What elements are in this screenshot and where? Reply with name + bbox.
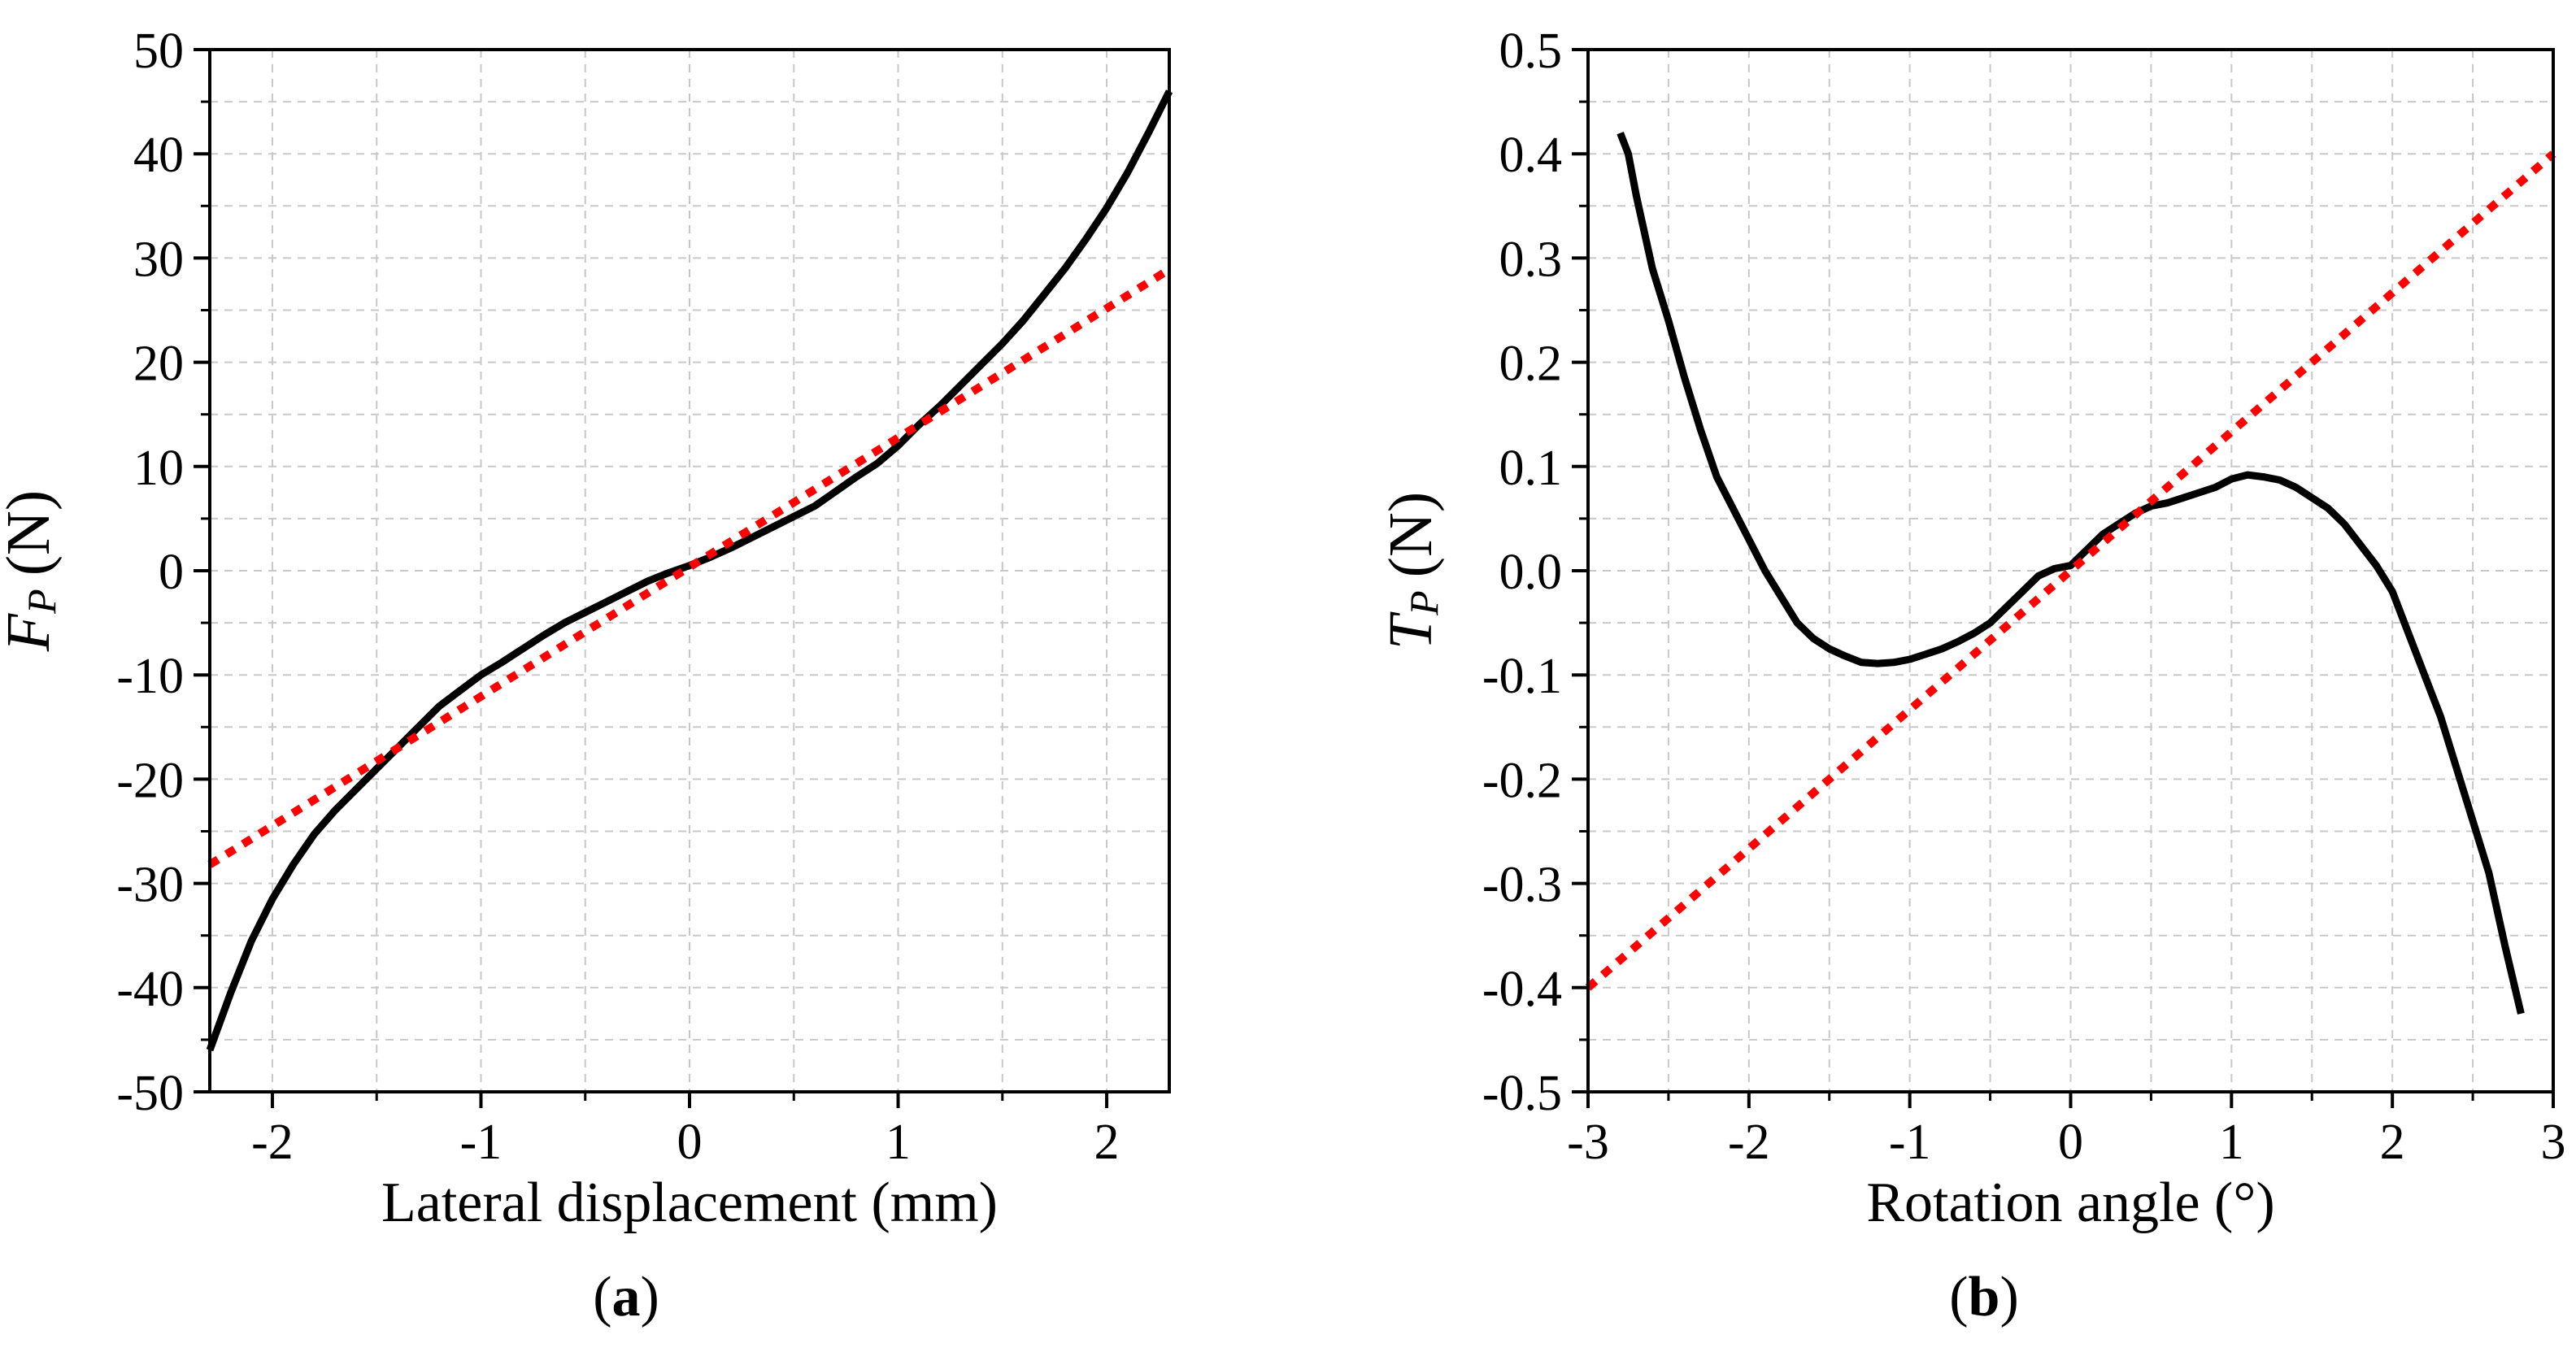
panel-b-caption-label: b: [1969, 1266, 2000, 1328]
panel-a-y-tick-label: 20: [133, 337, 184, 392]
panel-b-y-tick-label: 0.1: [1499, 441, 1563, 496]
panel-b-y-tick-label: -0.3: [1482, 858, 1562, 913]
panel-a-caption-label: a: [612, 1266, 641, 1328]
panel-b-y-tick-label: 0.2: [1499, 337, 1563, 392]
panel-b-x-tick-label: 1: [2219, 1115, 2244, 1170]
panel-a-x-tick-label: 2: [1094, 1115, 1120, 1170]
panel-b-y-axis-symbol: T: [1377, 611, 1445, 650]
panel-a-y-axis-symbol: F: [0, 612, 63, 652]
panel-a-grid: [210, 50, 1169, 1092]
panel-b-series-measured-line: [1617, 131, 2525, 1015]
panel-a-y-tick-label: -50: [116, 1066, 184, 1121]
panel-b-y-tick-label: 0.3: [1499, 232, 1563, 287]
panel-b-x-tick-label: 3: [2541, 1115, 2566, 1170]
panel-b-caption: (b): [1949, 1266, 2019, 1328]
panel-a-y-axis-label: FP (N): [0, 490, 64, 653]
panel-b-axes: -3 -2 -1 0 1 2 3 -0.5 -0.4 -0.3 -0.2 -0.1 0.0 0.1 0.2 0…: [1482, 24, 2566, 1170]
panel-a-y-tick-label: -30: [116, 858, 184, 913]
panel-a-y-tick-label: 0: [159, 545, 184, 600]
panel-a-chart: -2 -1 0 1 2-50-40-30-20-1001020304050Lateral…: [0, 24, 1173, 1328]
panel-b-x-tick-label: 0: [2058, 1115, 2083, 1170]
panel-a-y-axis-unit: (N): [0, 490, 63, 576]
panel-a-x-tick-label: -1: [460, 1115, 503, 1170]
panel-b-y-tick-label: -0.4: [1482, 962, 1562, 1017]
panel-b-y-axis-unit: (N): [1377, 492, 1445, 578]
panel-b-x-axis-label: Rotation angle (°): [1866, 1172, 2274, 1234]
panel-b-y-axis-subscript: P: [1401, 590, 1447, 616]
panel-b-y-tick-label: 0.4: [1499, 128, 1563, 183]
panel-a-x-axis-label: Lateral displacement (mm): [381, 1172, 998, 1234]
panel-a-y-axis-subscript: P: [19, 589, 64, 615]
panel-a-y-tick-label: -40: [116, 962, 184, 1017]
panel-b-chart: -3 -2 -1 0 1 2 3 -0.5 -0.4 -0.3 -0.2 -0.1 0.0 0.1 0.2 0…: [1377, 24, 2566, 1328]
panel-a-y-tick-label: -20: [116, 753, 184, 808]
panel-a-y-tick-label: 40: [133, 128, 184, 183]
panel-b-y-tick-label: -0.2: [1482, 753, 1562, 808]
panel-a-x-tick-label: 1: [886, 1115, 911, 1170]
panel-b-y-axis-label: TP (N): [1377, 492, 1447, 650]
panel-b-x-tick-label: 2: [2380, 1115, 2405, 1170]
panel-b-y-tick-label: 0.5: [1499, 24, 1563, 79]
panel-b-y-tick-label: -0.5: [1482, 1066, 1562, 1121]
panel-b-caption-close: ): [1999, 1266, 2018, 1328]
panel-a-x-tick-label: -2: [251, 1115, 294, 1170]
panel-b-y-tick-label: 0.0: [1499, 545, 1563, 600]
panel-b-y-tick-label: -0.1: [1482, 649, 1562, 704]
panel-a-y-tick-label: 10: [133, 441, 184, 496]
panel-b-x-tick-label: -3: [1567, 1115, 1609, 1170]
panel-b-caption-open: (: [1949, 1266, 1968, 1328]
panel-b-grid: [1588, 50, 2553, 1092]
panel-a-caption: (a): [593, 1266, 659, 1328]
panel-a-caption-close: ): [641, 1266, 659, 1328]
panel-a-series-measured-line: [206, 89, 1173, 1052]
panel-a-series-fit-line: [207, 266, 1172, 868]
panel-b-x-tick-label: -1: [1889, 1115, 1931, 1170]
panel-a-y-tick-label: -10: [116, 649, 184, 704]
panel-a-caption-open: (: [593, 1266, 611, 1328]
panel-a-y-tick-label: 30: [133, 232, 184, 287]
panel-b-series-fit-line: [1585, 150, 2556, 991]
panel-a-x-tick-label: 0: [677, 1115, 703, 1170]
panel-a-y-tick-label: 50: [133, 24, 184, 79]
panel-b-x-tick-label: -2: [1728, 1115, 1770, 1170]
